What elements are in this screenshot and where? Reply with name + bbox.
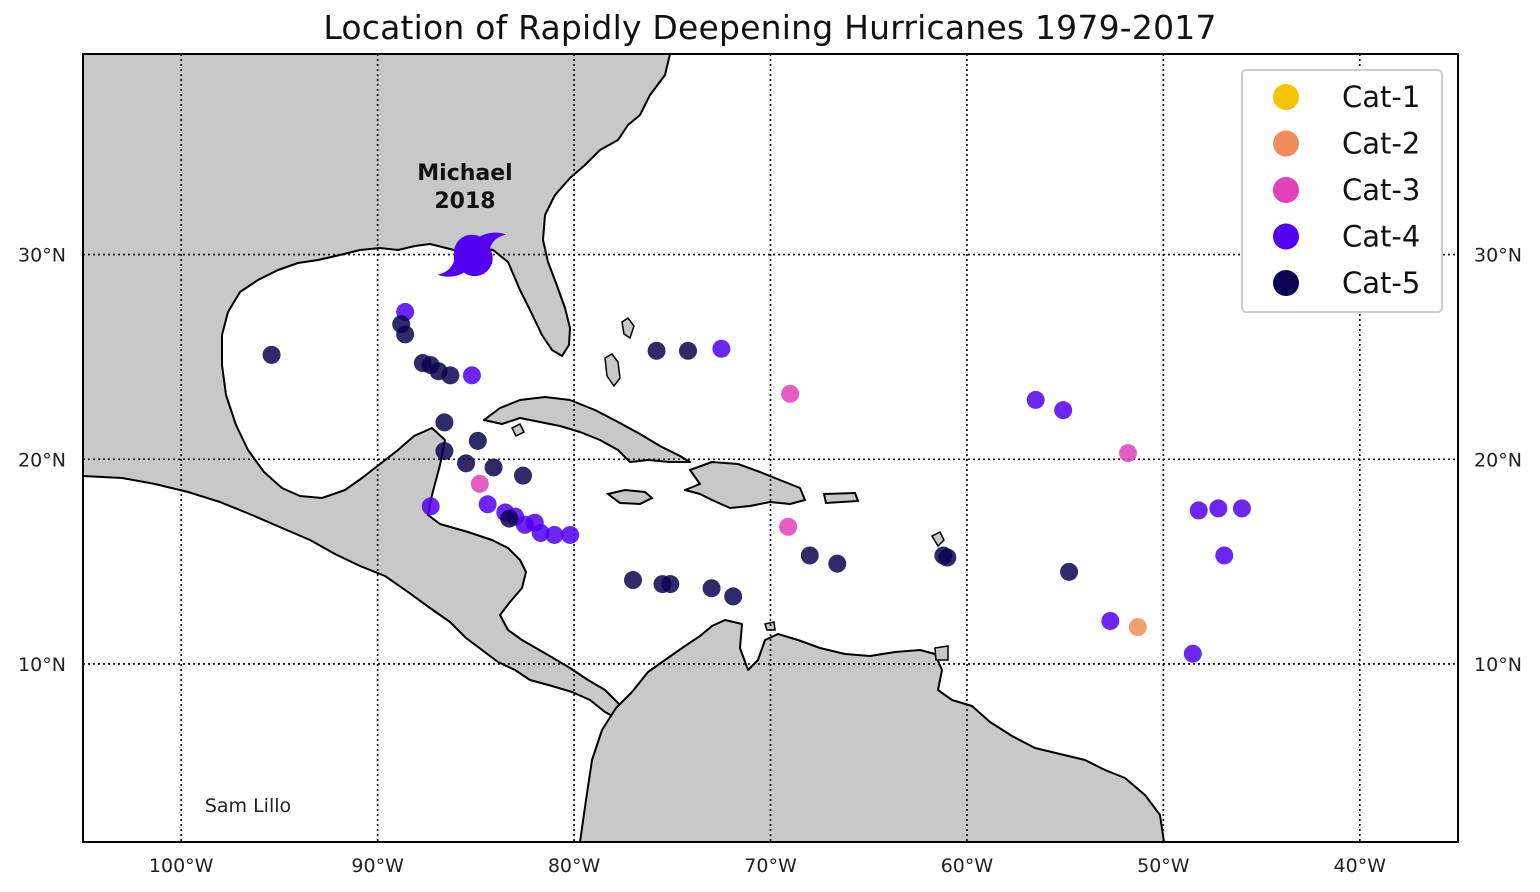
hurricane-point-cat-5 (938, 548, 957, 567)
land-north-america (83, 54, 671, 721)
hurricane-point-cat-5 (800, 546, 819, 565)
x-tick-label: 90°W (351, 855, 404, 877)
hurricane-point-cat-4 (1189, 501, 1208, 520)
x-tick-label: 70°W (744, 855, 797, 877)
hurricane-point-cat-5 (468, 431, 487, 450)
michael-year-label: 2018 (434, 189, 495, 214)
hurricane-point-cat-3 (1119, 444, 1137, 463)
hurricane-point-cat-5 (500, 509, 519, 528)
land-bahamas-1 (604, 353, 621, 388)
x-tick-label: 100°W (149, 855, 214, 877)
legend-box (1241, 69, 1443, 313)
x-tick-label: 50°W (1137, 855, 1190, 877)
hurricane-point-cat-4 (462, 366, 481, 385)
hurricane-point-cat-4 (545, 525, 564, 544)
hurricane-point-cat-5 (624, 571, 642, 590)
map-frame (82, 53, 1459, 843)
hurricane-point-cat-4 (1209, 499, 1228, 518)
hurricane-point-cat-5 (828, 554, 847, 573)
hurricane-point-cat-4 (561, 525, 580, 544)
hurricane-icon-core (456, 239, 487, 270)
hurricane-point-cat-5 (661, 575, 680, 594)
y-tick-label-right: 10°N (1474, 654, 1522, 676)
credit-label: Sam Lillo (205, 795, 291, 817)
hurricane-point-cat-5 (484, 458, 503, 477)
y-tick-label-left: 10°N (18, 654, 66, 676)
x-tick-label: 60°W (941, 855, 994, 877)
hurricane-point-cat-4 (712, 339, 731, 358)
hurricane-point-cat-4 (1215, 546, 1234, 565)
hurricane-point-cat-4 (1183, 644, 1202, 663)
hurricane-point-cat-5 (1060, 562, 1079, 581)
x-axis-ticks: 100°W 90°W 80°W 70°W 60°W 50°W 40°W (149, 855, 1386, 877)
hurricane-point-cat-5 (514, 466, 532, 485)
legend-swatch (1273, 84, 1299, 110)
hurricane-point-cat-5 (457, 454, 476, 473)
land-isle-of-youth (510, 422, 526, 438)
landmasses (83, 54, 1165, 842)
hurricane-point-cat-5 (396, 325, 415, 344)
hurricane-point-cat-4 (1054, 401, 1073, 420)
michael-name-label: Michael (417, 161, 512, 186)
hurricane-point-cat-5 (702, 579, 721, 598)
y-tick-label-right: 30°N (1474, 245, 1522, 267)
land-trinidad (934, 645, 949, 661)
hurricane-point-cat-4 (478, 495, 497, 514)
land-bahamas-2 (621, 316, 635, 340)
hurricane-point-cat-4 (525, 513, 544, 532)
land-guadeloupe (930, 530, 945, 548)
land-cuba (483, 396, 691, 463)
y-tick-label-left: 30°N (18, 245, 66, 267)
hurricane-point-cat-4 (1101, 611, 1120, 630)
land-hispaniola (684, 461, 806, 509)
hurricane-point-cat-5 (441, 366, 460, 385)
legend-label: Cat-1 (1342, 80, 1420, 114)
y-tick-label-right: 20°N (1474, 449, 1522, 471)
legend: Cat-1 Cat-2 Cat-3 Cat-4 Cat-5 (1241, 69, 1443, 313)
x-tick-label: 40°W (1334, 855, 1387, 877)
hurricane-point-cat-4 (421, 497, 440, 516)
land-south-america (579, 619, 1165, 842)
legend-label: Cat-2 (1342, 127, 1420, 161)
hurricane-point-cat-5 (647, 341, 666, 360)
hurricane-point-cat-4 (1026, 390, 1045, 409)
legend-label: Cat-3 (1342, 173, 1420, 207)
y-tick-label-left: 20°N (18, 449, 66, 471)
hurricane-point-cat-5 (435, 442, 454, 461)
legend-entries: Cat-1 Cat-2 Cat-3 Cat-4 Cat-5 (1273, 80, 1420, 300)
hurricane-point-cat-3 (781, 384, 800, 403)
hurricane-point-cat-3 (470, 474, 489, 493)
hurricane-point-cat-4 (1232, 499, 1251, 518)
legend-label: Cat-5 (1342, 266, 1420, 300)
land-puerto-rico (822, 491, 860, 505)
michael-annotation: Michael 2018 (417, 161, 513, 277)
hurricane-point-cat-5 (262, 345, 281, 364)
x-tick-label: 80°W (548, 855, 601, 877)
hurricane-point-cat-5 (679, 341, 697, 360)
legend-swatch (1273, 177, 1299, 203)
legend-swatch (1273, 270, 1299, 296)
map-title: Location of Rapidly Deepening Hurricanes… (323, 8, 1217, 47)
hurricane-icon (437, 232, 506, 277)
hurricane-points (262, 302, 1251, 663)
legend-swatch (1273, 223, 1299, 250)
hurricane-point-cat-5 (724, 587, 743, 606)
hurricane-point-cat-2 (1128, 618, 1147, 637)
hurricane-point-cat-3 (779, 517, 798, 536)
legend-swatch (1273, 130, 1299, 157)
legend-label: Cat-4 (1342, 220, 1420, 254)
y-axis-ticks: 10°N 10°N 20°N 20°N 30°N 30°N (18, 245, 1522, 676)
hurricane-point-cat-5 (435, 413, 454, 432)
hurricane-icon-shape (437, 232, 506, 277)
land-jamaica (605, 488, 654, 506)
